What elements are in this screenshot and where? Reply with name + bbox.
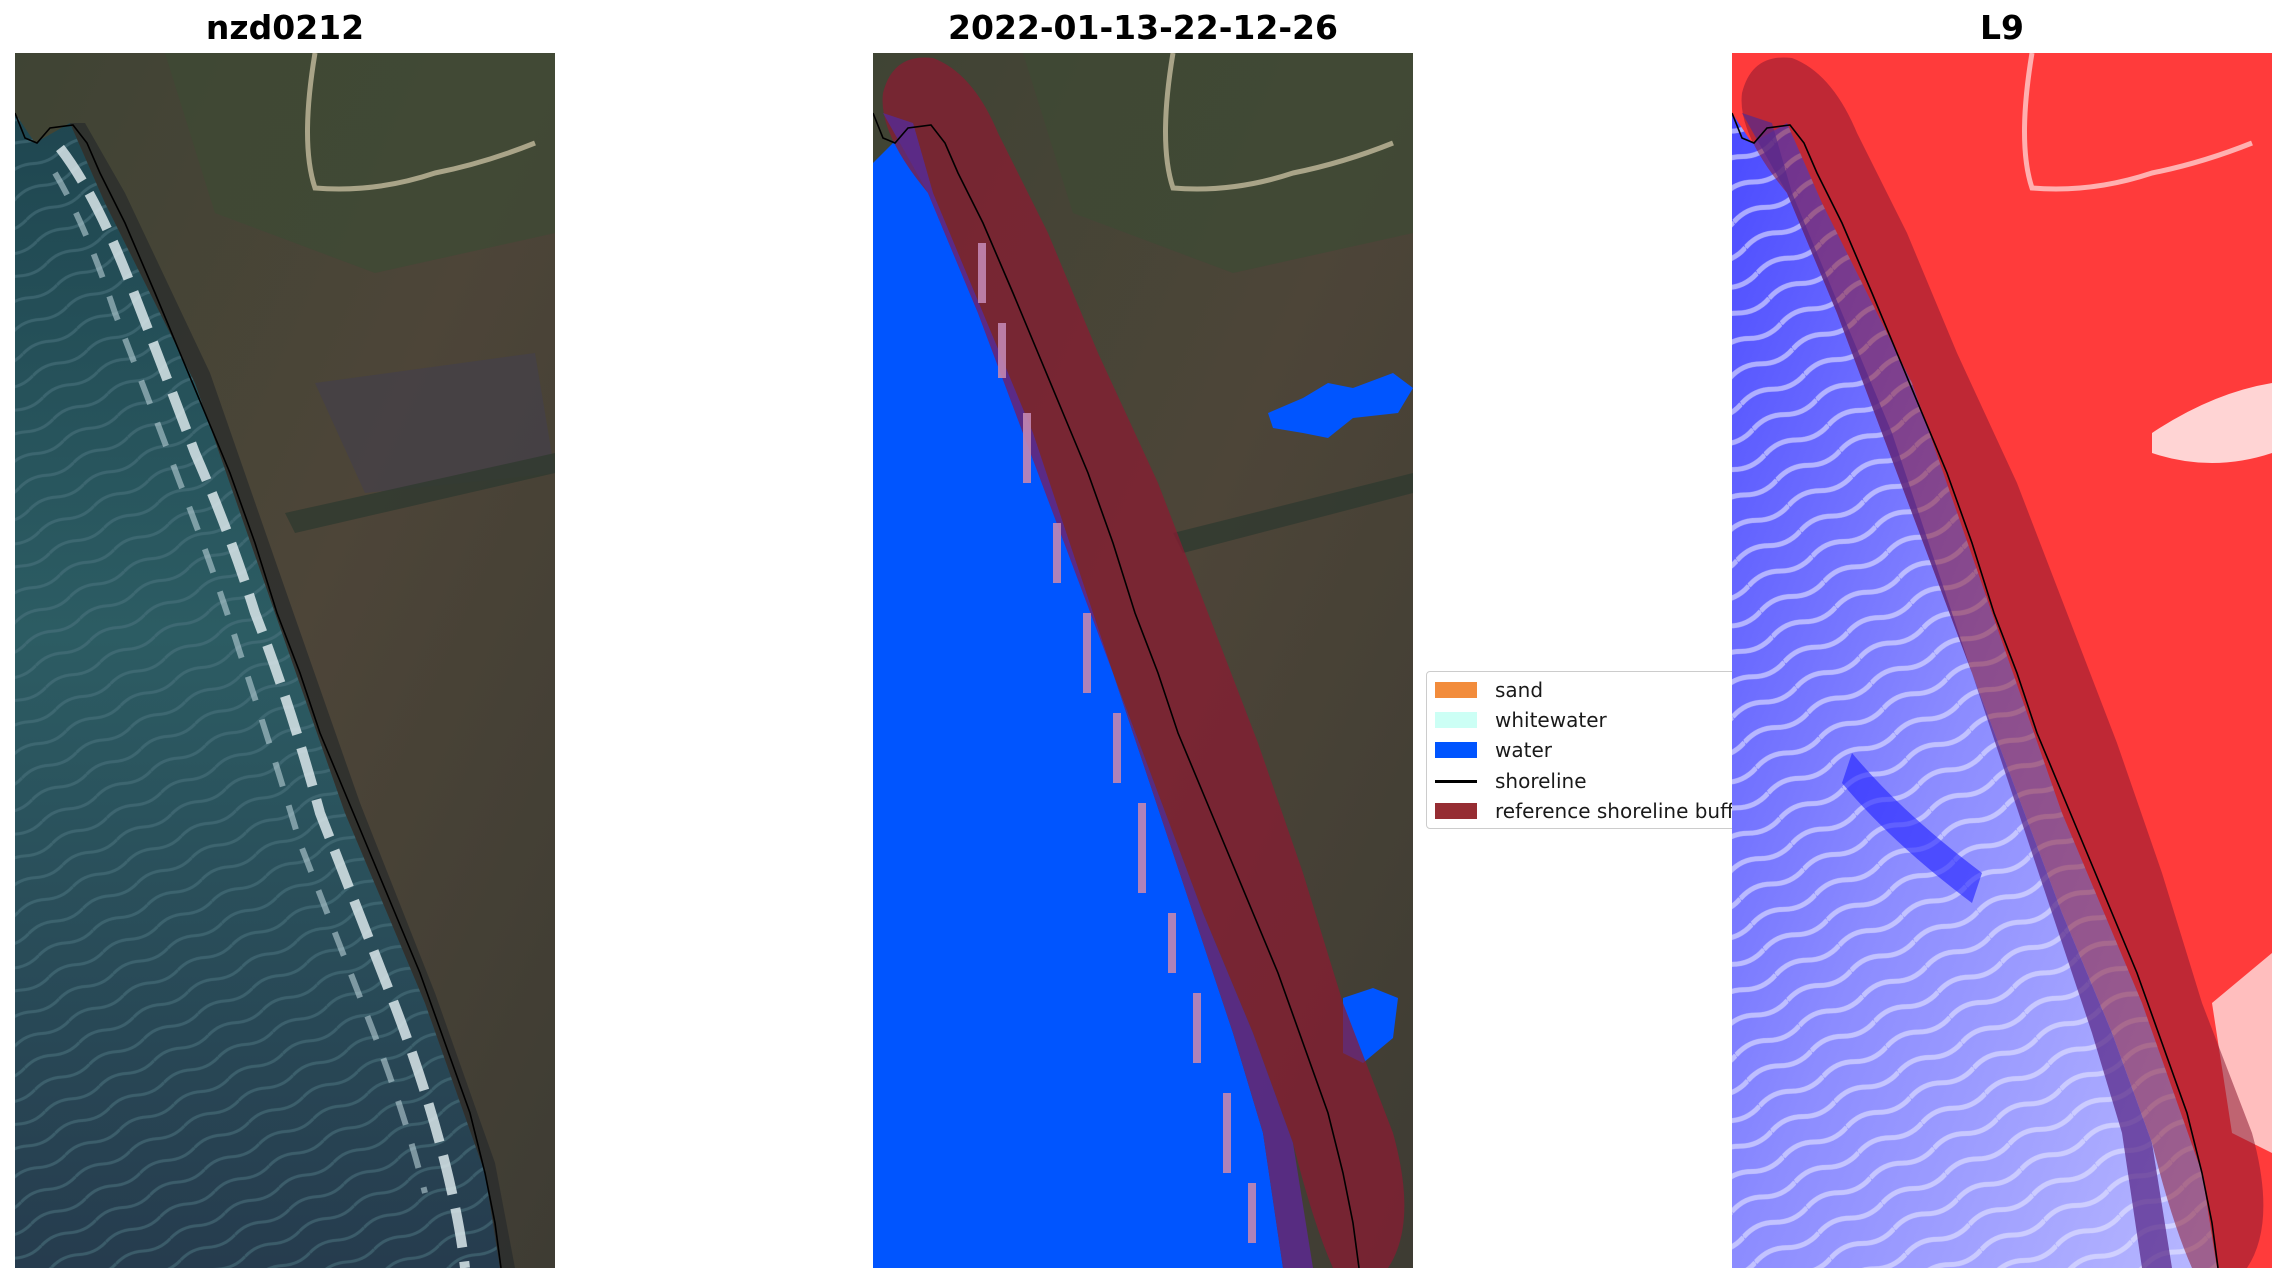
legend-swatch-water <box>1435 742 1477 758</box>
classified-image-panel <box>873 53 1413 1268</box>
index-image-panel <box>1732 53 2272 1268</box>
legend-swatch-reference-buffer <box>1435 803 1477 819</box>
water-index-image <box>1732 53 2272 1268</box>
panel-title-left: nzd0212 <box>205 8 365 47</box>
legend-item-water: water <box>1427 735 1735 765</box>
legend-label-sand: sand <box>1495 678 1544 702</box>
classified-image <box>873 53 1413 1268</box>
legend-item-whitewater: whitewater <box>1427 705 1735 735</box>
rgb-satellite-image <box>15 53 555 1268</box>
legend-label-reference-buffer: reference shoreline buffer <box>1495 799 1736 823</box>
panel-title-middle: 2022-01-13-22-12-26 <box>948 8 1338 47</box>
panel-title-right: L9 <box>1980 8 2024 47</box>
legend-item-reference-buffer: reference shoreline buffer <box>1427 796 1735 826</box>
rgb-image-panel <box>15 53 555 1268</box>
legend-line-shoreline <box>1435 780 1477 783</box>
legend-label-water: water <box>1495 738 1552 762</box>
legend-swatch-sand <box>1435 682 1477 698</box>
legend-label-whitewater: whitewater <box>1495 708 1607 732</box>
legend-swatch-whitewater <box>1435 712 1477 728</box>
legend-item-shoreline: shoreline <box>1427 766 1735 796</box>
legend-label-shoreline: shoreline <box>1495 769 1587 793</box>
legend: sand whitewater water shoreline referenc… <box>1426 671 1736 829</box>
legend-item-sand: sand <box>1427 675 1735 705</box>
